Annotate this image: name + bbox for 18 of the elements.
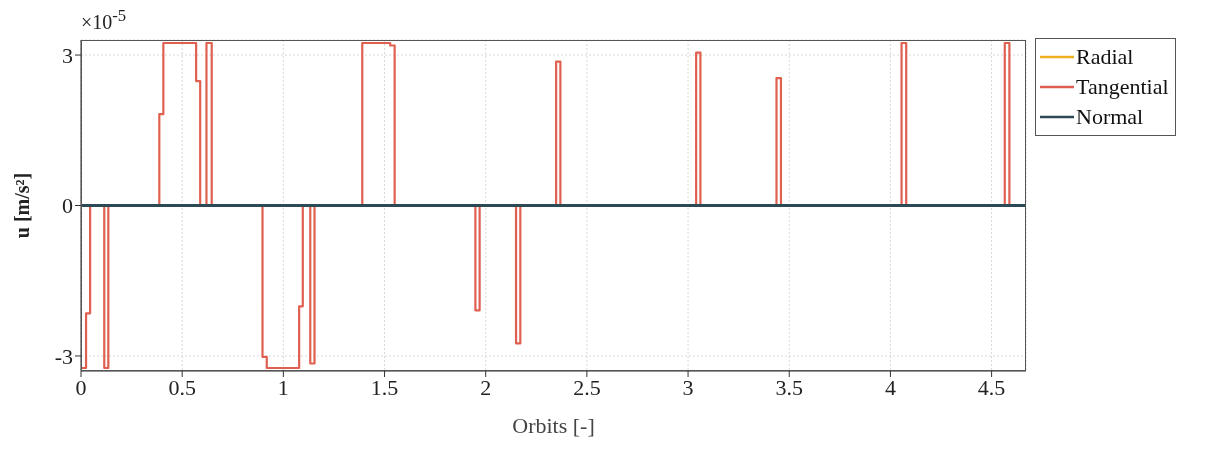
x-tick-label: 1 [277,374,289,400]
y-tick-label: 3 [62,42,73,68]
y-tick-label: -3 [54,343,73,369]
y-axis-title: u [m/s²] [11,172,34,239]
text: ×10$^{-5}$ [81,6,127,34]
x-tick-label: 3 [682,374,694,400]
x-tick-label: 4 [884,374,896,400]
x-axis-title: Orbits [-] [512,413,595,438]
x-tick-label: 2.5 [573,374,601,400]
legend-label: Tangential [1076,73,1169,101]
x-tick-label: 4.5 [977,374,1006,400]
legend-label: Normal [1076,103,1144,131]
x-tick-label: 1.5 [370,374,399,400]
legend-label: Radial [1076,43,1134,71]
x-tick-label: 3.5 [775,374,803,400]
x-tick-label: 0.5 [168,374,196,400]
y-tick-label: 0 [62,193,73,219]
x-tick-label: 2 [480,374,492,400]
